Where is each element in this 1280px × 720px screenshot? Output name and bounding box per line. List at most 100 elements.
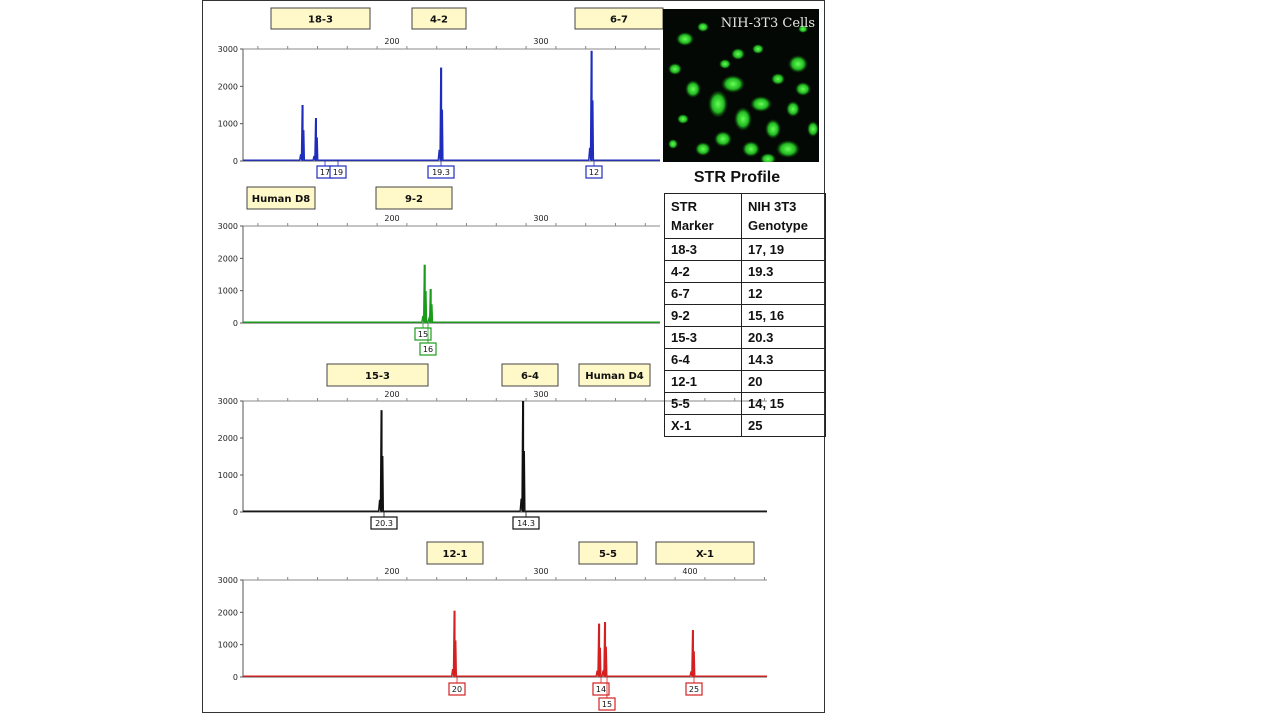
fluorescent-cell xyxy=(750,96,772,112)
allele-label: 14.3 xyxy=(517,519,535,528)
x-tick-label: 200 xyxy=(384,37,399,46)
str-genotype-cell: 20 xyxy=(741,370,826,393)
marker-label: 18-3 xyxy=(308,15,333,26)
fluorescent-cell xyxy=(771,73,785,85)
str-header-marker: STR Marker xyxy=(664,193,742,239)
marker-label: 4-2 xyxy=(430,15,448,26)
str-marker-cell: X-1 xyxy=(664,414,742,437)
str-marker-cell: 12-1 xyxy=(664,370,742,393)
y-tick-label: 3000 xyxy=(218,576,238,585)
allele-label: 14 xyxy=(596,685,606,694)
str-profile-table: STR Marker NIH 3T3 Genotype 18-3 17, 19 4-… xyxy=(664,193,826,437)
fluorescent-cell xyxy=(765,119,781,139)
fluorescent-cell xyxy=(788,55,808,73)
y-tick-label: 3000 xyxy=(218,222,238,231)
fluorescent-cell xyxy=(807,121,819,137)
str-genotype-cell: 20.3 xyxy=(741,326,826,349)
marker-box xyxy=(375,186,453,210)
str-profile-title: STR Profile xyxy=(693,169,781,186)
marker-label: Human D4 xyxy=(585,371,644,382)
fluorescent-cell xyxy=(760,153,776,162)
allele-box xyxy=(414,327,432,341)
str-table-row: 6-7 12 xyxy=(664,282,826,305)
allele-label: 25 xyxy=(689,685,699,694)
fluorescent-cell xyxy=(685,80,701,98)
marker-label: X-1 xyxy=(696,549,714,560)
fluorescent-cell xyxy=(714,131,732,147)
x-tick-label: 400 xyxy=(682,567,697,576)
str-table-row: 9-2 15, 16 xyxy=(664,304,826,327)
allele-box xyxy=(592,682,610,696)
str-marker-cell: 9-2 xyxy=(664,304,742,327)
str-marker-cell: 4-2 xyxy=(664,260,742,283)
y-tick-label: 0 xyxy=(233,673,238,682)
allele-box xyxy=(427,165,455,179)
fluorescent-cell xyxy=(752,44,764,54)
str-table-row: 15-3 20.3 xyxy=(664,326,826,349)
fluorescent-cell xyxy=(776,140,800,158)
str-marker-cell: 15-3 xyxy=(664,326,742,349)
allele-label: 19 xyxy=(333,168,343,177)
str-genotype-cell: 12 xyxy=(741,282,826,305)
fluorescent-cell xyxy=(742,141,760,157)
marker-box xyxy=(246,186,316,210)
y-tick-label: 0 xyxy=(233,508,238,517)
y-tick-label: 2000 xyxy=(218,434,238,443)
y-tick-label: 1000 xyxy=(218,120,238,129)
str-marker-cell: 5-5 xyxy=(664,392,742,415)
x-tick-label: 300 xyxy=(533,567,548,576)
allele-label: 20.3 xyxy=(375,519,393,528)
y-tick-label: 2000 xyxy=(218,82,238,91)
allele-label: 15 xyxy=(602,700,612,709)
marker-label: Human D8 xyxy=(252,194,311,205)
str-marker-cell: 6-4 xyxy=(664,348,742,371)
fluorescent-cell xyxy=(708,90,728,118)
fluorescent-cell xyxy=(676,32,694,46)
str-table-body: 18-3 17, 19 4-2 19.3 6-7 12 9-2 15, 16 15-3 20.3 6… xyxy=(664,238,826,437)
marker-box xyxy=(426,541,484,565)
fluorescent-cell xyxy=(668,63,682,75)
marker-box xyxy=(501,363,559,387)
str-table-row: X-1 25 xyxy=(664,414,826,437)
marker-label: 12-1 xyxy=(442,549,467,560)
marker-box xyxy=(578,541,638,565)
str-table-header-row: STR Marker NIH 3T3 Genotype xyxy=(664,193,826,239)
y-tick-label: 2000 xyxy=(218,254,238,263)
allele-box xyxy=(448,682,466,696)
fluorescent-cell xyxy=(695,142,711,156)
y-tick-label: 2000 xyxy=(218,608,238,617)
fluorescent-cell xyxy=(677,114,689,124)
x-tick-label: 200 xyxy=(384,214,399,223)
fluorescent-cell xyxy=(731,48,745,60)
nih3t3-cells-image: NIH-3T3 Cells xyxy=(663,9,819,162)
y-tick-label: 1000 xyxy=(218,471,238,480)
allele-label: 17 xyxy=(320,168,330,177)
y-tick-label: 0 xyxy=(233,157,238,166)
signal-trace xyxy=(243,610,767,677)
allele-label: 15 xyxy=(418,330,428,339)
fluorescent-cell xyxy=(668,139,678,149)
fluorescent-cell xyxy=(719,59,731,69)
str-marker-cell: 6-7 xyxy=(664,282,742,305)
cells-fluorescence-picture xyxy=(668,22,819,162)
str-table-row: 4-2 19.3 xyxy=(664,260,826,283)
allele-label: 19.3 xyxy=(432,168,450,177)
fluorescent-cell xyxy=(798,25,808,33)
marker-box xyxy=(270,7,371,30)
x-tick-label: 300 xyxy=(533,390,548,399)
x-tick-label: 300 xyxy=(533,37,548,46)
allele-box xyxy=(598,697,616,711)
str-table-row: 6-4 14.3 xyxy=(664,348,826,371)
y-tick-label: 0 xyxy=(233,319,238,328)
x-tick-label: 200 xyxy=(384,390,399,399)
marker-box xyxy=(578,363,651,387)
marker-box xyxy=(655,541,755,565)
marker-label: 6-7 xyxy=(610,15,628,26)
marker-label: 15-3 xyxy=(365,371,390,382)
y-tick-label: 3000 xyxy=(218,45,238,54)
allele-box xyxy=(329,165,347,179)
marker-label: 5-5 xyxy=(599,549,617,560)
str-genotype-cell: 14, 15 xyxy=(741,392,826,415)
x-tick-label: 200 xyxy=(384,567,399,576)
marker-label: 6-4 xyxy=(521,371,539,382)
